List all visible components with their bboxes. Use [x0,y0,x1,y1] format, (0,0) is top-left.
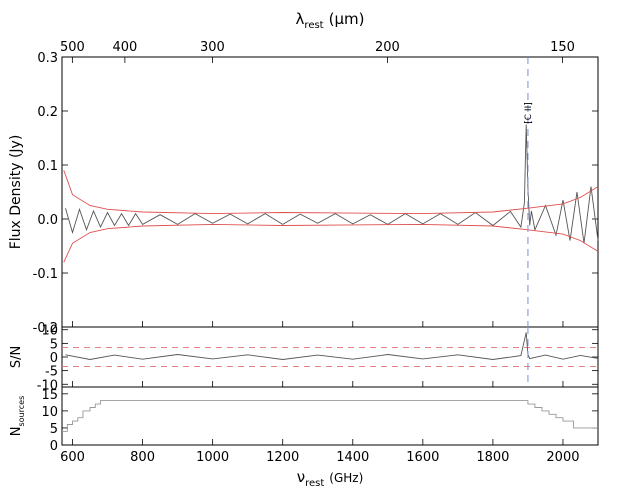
x-tick-label: 1400 [336,450,369,465]
x-tick-label: 1000 [196,450,229,465]
x-axis-title: νrest (GHz) [297,468,364,489]
top-axis-tick-label: 300 [200,40,225,55]
cii-line-label: [C II] [524,102,534,123]
snr-y-tick-label: 0 [50,351,58,366]
x-tick-label: 1800 [476,450,509,465]
top-axis-tick-label: 500 [60,40,85,55]
nsources-y-axis-title-symbol: N [9,427,24,437]
nsources-y-axis-title-sub: sources [17,396,26,427]
x-tick-label: 1200 [266,450,299,465]
x-tick-label: 600 [60,450,85,465]
flux-lower-envelope-line [63,223,599,263]
flux-y-tick-label: 0.0 [37,213,58,228]
x-axis-title-sub: rest [305,478,324,489]
nsources-y-tick-label: 5 [50,422,58,437]
top-axis-tick-label: 400 [112,40,137,55]
nsources-y-tick-label: 10 [41,405,58,420]
flux-upper-envelope-line [63,170,599,215]
snr-y-tick-label: 5 [50,337,58,352]
flux-y-tick-label: 0.1 [37,159,58,174]
flux-y-axis-title: Flux Density (Jy) [8,135,24,250]
top-axis-tick-label: 200 [375,40,400,55]
snr-y-axis-title: S/N [9,346,24,368]
top-axis-title-symbol: λ [296,10,305,28]
flux-spectrum-line [65,124,599,244]
top-axis-title: λrest (μm) [296,10,365,31]
snr-panel-frame [61,326,599,388]
flux-y-tick-label: -0.1 [33,267,58,282]
flux-y-tick-label: 0.3 [37,51,58,66]
x-axis-title-unit: (GHz) [329,471,363,485]
snr-y-tick-label: -10 [37,378,58,393]
flux-panel-frame [61,56,599,328]
top-axis-tick-label: 150 [550,40,575,55]
snr-snr-line [65,332,599,360]
flux-y-tick-label: 0.2 [37,105,58,120]
flux-y-tick-label: -0.2 [33,321,58,336]
nsources-panel-frame [61,386,599,446]
top-axis-title-unit: (μm) [329,10,365,28]
snr-y-tick-label: 10 [41,324,58,339]
x-tick-label: 2000 [546,450,579,465]
x-axis-title-symbol: ν [297,468,305,486]
chart-marks: -0.2-0.10.00.10.20.3[C II]-10-5051005101… [33,40,599,465]
x-tick-label: 800 [130,450,155,465]
nsources-y-axis-title: Nsources [9,396,26,436]
snr-y-tick-label: -5 [45,365,58,380]
top-axis-title-sub: rest [304,20,323,31]
nsources-y-tick-label: 0 [50,439,58,454]
x-tick-label: 1600 [406,450,439,465]
nsources-y-tick-label: 15 [41,388,58,403]
nsources-count-line [62,400,598,432]
